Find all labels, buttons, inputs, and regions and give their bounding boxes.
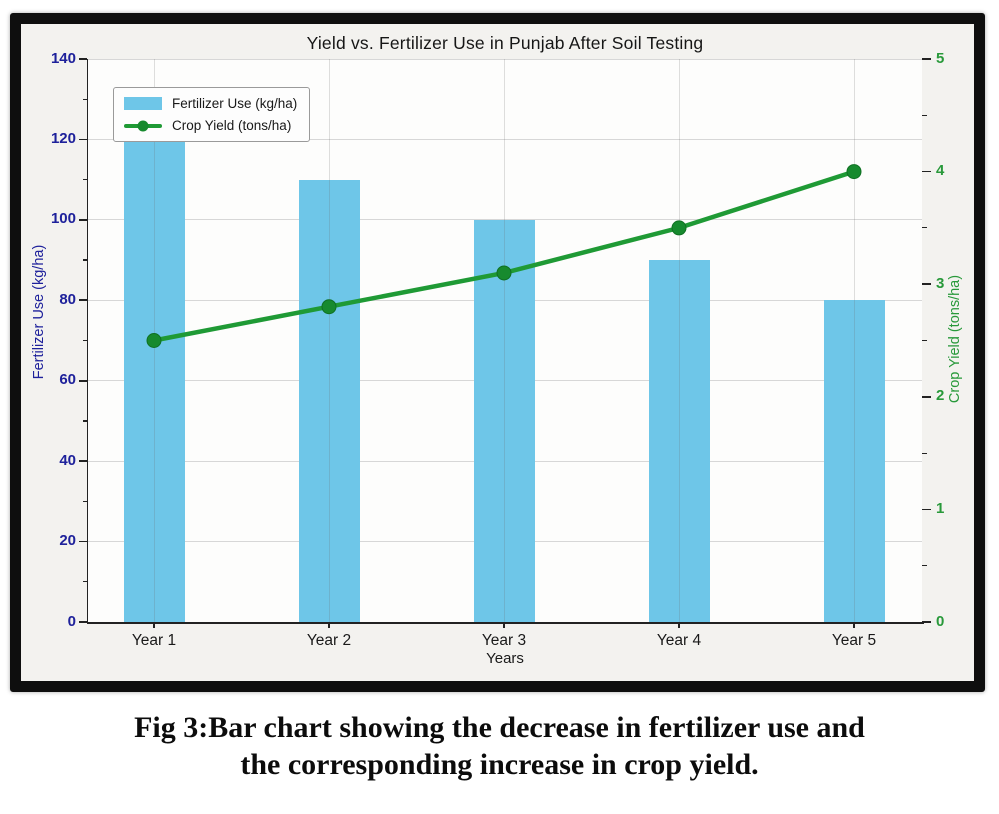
x-tick-label: Year 4 — [656, 632, 702, 649]
legend-item-fertilizer: Fertilizer Use (kg/ha) — [124, 96, 297, 111]
caption-line-2: the corresponding increase in crop yield… — [240, 747, 759, 781]
gridline-vertical — [853, 59, 855, 622]
chart-figure: Yield vs. Fertilizer Use in Punjab After… — [21, 24, 974, 681]
gridline-horizontal — [88, 138, 922, 140]
left-tick-label: 100 — [50, 210, 76, 228]
yield-line-marker-icon — [124, 119, 162, 132]
crop-yield-line — [146, 164, 862, 348]
left-minor-tick — [83, 98, 87, 100]
right-tick — [922, 170, 931, 173]
right-tick — [922, 621, 931, 623]
left-axis-label: Fertilizer Use (kg/ha) — [31, 244, 47, 380]
left-tick-label: 60 — [59, 371, 76, 389]
left-tick-label: 40 — [59, 451, 76, 469]
x-tick-label: Year 1 — [131, 632, 177, 649]
right-tick-label: 5 — [936, 49, 945, 67]
left-tick — [79, 379, 87, 382]
left-tick-label: 0 — [67, 612, 76, 630]
gridline-horizontal — [88, 58, 922, 60]
legend: Fertilizer Use (kg/ha) Crop Yield (tons/… — [113, 87, 311, 142]
right-tick — [922, 508, 931, 511]
right-axis-label: Crop Yield (tons/ha) — [947, 274, 963, 404]
crop-yield-marker — [321, 299, 337, 315]
right-minor-tick — [922, 114, 927, 116]
right-tick — [922, 283, 931, 285]
right-tick-label: 4 — [936, 162, 945, 180]
x-tick — [153, 622, 155, 628]
left-minor-tick — [83, 179, 87, 181]
x-tick — [328, 622, 330, 628]
left-minor-tick — [83, 581, 87, 583]
right-minor-tick — [922, 565, 927, 567]
left-tick — [79, 540, 87, 543]
x-axis-label: Years — [486, 650, 524, 667]
crop-yield-marker — [846, 164, 862, 180]
left-tick-label: 80 — [59, 290, 76, 308]
legend-item-yield: Crop Yield (tons/ha) — [124, 118, 297, 133]
legend-label-fertilizer: Fertilizer Use (kg/ha) — [172, 96, 298, 111]
left-minor-tick — [83, 339, 87, 342]
left-tick-label: 120 — [50, 129, 76, 147]
left-tick — [79, 299, 87, 302]
right-tick-label: 1 — [936, 499, 945, 517]
bar-year-4 — [648, 260, 710, 622]
right-minor-tick — [922, 227, 927, 229]
bar-year-1 — [123, 139, 185, 622]
right-minor-tick — [922, 339, 927, 342]
left-tick — [79, 621, 87, 623]
crop-yield-marker — [496, 265, 512, 281]
left-tick — [79, 460, 87, 462]
fertilizer-bar-swatch-icon — [124, 97, 162, 110]
left-spine — [86, 59, 89, 622]
right-tick-label: 0 — [936, 612, 945, 630]
left-minor-tick — [83, 259, 87, 261]
right-tick-label: 3 — [936, 274, 945, 292]
gridline-vertical — [328, 59, 330, 622]
x-tick-label: Year 2 — [306, 632, 352, 649]
gridline-vertical — [503, 59, 505, 622]
caption-line-1: Fig 3:Bar chart showing the decrease in … — [134, 711, 865, 744]
chart-frame: Yield vs. Fertilizer Use in Punjab After… — [10, 13, 985, 692]
left-tick-label: 20 — [59, 532, 76, 550]
chart-title: Yield vs. Fertilizer Use in Punjab After… — [306, 33, 704, 53]
legend-label-yield: Crop Yield (tons/ha) — [172, 118, 292, 133]
right-minor-tick — [922, 452, 927, 454]
bar-year-2 — [298, 179, 360, 622]
x-tick-label: Year 3 — [481, 632, 527, 649]
left-tick-label: 140 — [50, 49, 76, 67]
bar-year-3 — [473, 219, 535, 622]
right-tick-label: 2 — [936, 387, 945, 405]
left-tick — [79, 58, 87, 60]
crop-yield-marker — [146, 333, 162, 348]
x-tick — [678, 622, 680, 628]
left-minor-tick — [83, 420, 87, 422]
left-tick — [79, 219, 87, 221]
bottom-spine — [86, 622, 924, 624]
right-tick — [922, 58, 931, 60]
x-tick — [503, 622, 505, 628]
x-tick-label: Year 5 — [831, 632, 877, 649]
gridline-vertical — [678, 59, 680, 622]
figure-caption: Fig 3:Bar chart showing the decrease in … — [0, 710, 999, 784]
right-tick — [922, 396, 931, 398]
crop-yield-marker — [671, 220, 687, 236]
bar-year-5 — [823, 300, 885, 622]
left-tick — [79, 138, 87, 141]
x-tick — [853, 622, 855, 628]
left-minor-tick — [83, 500, 87, 502]
